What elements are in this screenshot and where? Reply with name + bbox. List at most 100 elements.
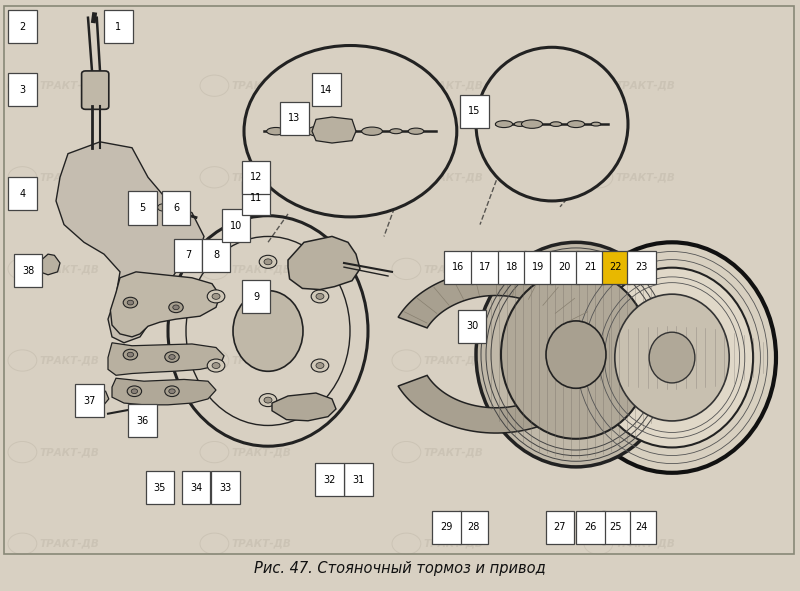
Text: 21: 21: [584, 262, 597, 272]
FancyBboxPatch shape: [432, 511, 461, 544]
Circle shape: [127, 300, 134, 305]
FancyBboxPatch shape: [75, 384, 104, 417]
Text: ТРАКТ-ДВ: ТРАКТ-ДВ: [424, 447, 484, 457]
FancyBboxPatch shape: [546, 511, 574, 544]
Ellipse shape: [476, 47, 628, 201]
Circle shape: [259, 255, 277, 268]
Polygon shape: [288, 236, 360, 290]
FancyBboxPatch shape: [8, 177, 37, 210]
Text: 32: 32: [323, 475, 336, 485]
Circle shape: [173, 305, 179, 310]
Text: 28: 28: [467, 522, 480, 532]
Circle shape: [158, 204, 167, 211]
Polygon shape: [108, 343, 224, 375]
Text: 13: 13: [288, 113, 301, 123]
FancyBboxPatch shape: [82, 71, 109, 109]
FancyBboxPatch shape: [576, 251, 605, 284]
Text: 17: 17: [479, 262, 492, 272]
FancyBboxPatch shape: [222, 209, 250, 242]
Text: ТРАКТ-ДВ: ТРАКТ-ДВ: [232, 264, 292, 274]
FancyBboxPatch shape: [8, 73, 37, 106]
Text: 27: 27: [554, 522, 566, 532]
Circle shape: [123, 349, 138, 360]
Text: 22: 22: [610, 262, 622, 272]
Circle shape: [169, 389, 175, 394]
Polygon shape: [86, 390, 109, 407]
Text: 29: 29: [440, 522, 453, 532]
Circle shape: [165, 386, 179, 397]
Circle shape: [123, 297, 138, 308]
FancyBboxPatch shape: [242, 181, 270, 215]
FancyBboxPatch shape: [458, 310, 486, 343]
Ellipse shape: [649, 332, 695, 383]
Text: 36: 36: [136, 416, 149, 426]
Text: 31: 31: [352, 475, 365, 485]
FancyBboxPatch shape: [602, 251, 630, 284]
Circle shape: [169, 355, 175, 359]
Ellipse shape: [514, 122, 526, 126]
Text: ТРАКТ-ДВ: ТРАКТ-ДВ: [40, 264, 100, 274]
FancyBboxPatch shape: [202, 239, 230, 272]
Polygon shape: [112, 378, 216, 405]
FancyBboxPatch shape: [242, 280, 270, 313]
FancyBboxPatch shape: [104, 10, 133, 43]
Ellipse shape: [522, 120, 542, 128]
Text: 26: 26: [584, 522, 597, 532]
Text: ТРАКТ-ДВ: ТРАКТ-ДВ: [616, 356, 676, 365]
Text: 8: 8: [213, 251, 219, 260]
Text: 15: 15: [468, 106, 481, 116]
Circle shape: [316, 363, 324, 369]
Text: ТРАКТ-ДВ: ТРАКТ-ДВ: [40, 539, 100, 548]
Text: ТРАКТ-ДВ: ТРАКТ-ДВ: [616, 173, 676, 182]
FancyBboxPatch shape: [146, 471, 174, 504]
FancyBboxPatch shape: [8, 10, 37, 43]
Text: 10: 10: [230, 221, 242, 230]
Text: 25: 25: [610, 522, 622, 532]
Polygon shape: [56, 142, 204, 343]
Text: ТРАКТ-ДВ: ТРАКТ-ДВ: [424, 264, 484, 274]
FancyBboxPatch shape: [576, 511, 605, 544]
Circle shape: [207, 290, 225, 303]
Text: Рис. 47. Стояночный тормоз и привод: Рис. 47. Стояночный тормоз и привод: [254, 561, 546, 576]
Ellipse shape: [568, 242, 776, 473]
Ellipse shape: [307, 126, 333, 137]
FancyBboxPatch shape: [627, 251, 656, 284]
Ellipse shape: [614, 294, 730, 421]
Circle shape: [259, 394, 277, 407]
Text: ТРАКТ-ДВ: ТРАКТ-ДВ: [424, 356, 484, 365]
Polygon shape: [312, 117, 356, 143]
Text: ТРАКТ-ДВ: ТРАКТ-ДВ: [40, 447, 100, 457]
FancyBboxPatch shape: [242, 161, 270, 194]
Text: ТРАКТ-ДВ: ТРАКТ-ДВ: [232, 539, 292, 548]
Polygon shape: [398, 375, 594, 433]
FancyBboxPatch shape: [344, 463, 373, 496]
Ellipse shape: [591, 268, 753, 447]
Ellipse shape: [476, 242, 676, 467]
Ellipse shape: [233, 291, 303, 371]
Text: 33: 33: [219, 483, 232, 492]
Circle shape: [311, 359, 329, 372]
Polygon shape: [110, 272, 220, 337]
Text: ТРАКТ-ДВ: ТРАКТ-ДВ: [616, 539, 676, 548]
Circle shape: [165, 352, 179, 362]
FancyBboxPatch shape: [182, 471, 210, 504]
Text: 3: 3: [19, 85, 26, 95]
FancyBboxPatch shape: [471, 251, 500, 284]
FancyBboxPatch shape: [498, 251, 526, 284]
Text: ТРАКТ-ДВ: ТРАКТ-ДВ: [424, 173, 484, 182]
Ellipse shape: [340, 128, 356, 134]
FancyBboxPatch shape: [444, 251, 473, 284]
Text: 16: 16: [452, 262, 465, 272]
Text: ТРАКТ-ДВ: ТРАКТ-ДВ: [232, 356, 292, 365]
Text: ТРАКТ-ДВ: ТРАКТ-ДВ: [616, 447, 676, 457]
Ellipse shape: [266, 128, 286, 135]
Text: 4: 4: [19, 189, 26, 199]
Ellipse shape: [290, 129, 302, 134]
Ellipse shape: [244, 46, 457, 217]
Text: ТРАКТ-ДВ: ТРАКТ-ДВ: [616, 264, 676, 274]
Text: 11: 11: [250, 193, 262, 203]
Circle shape: [264, 259, 272, 265]
Text: ТРАКТ-ДВ: ТРАКТ-ДВ: [40, 173, 100, 182]
Circle shape: [311, 290, 329, 303]
Text: ТРАКТ-ДВ: ТРАКТ-ДВ: [40, 81, 100, 90]
